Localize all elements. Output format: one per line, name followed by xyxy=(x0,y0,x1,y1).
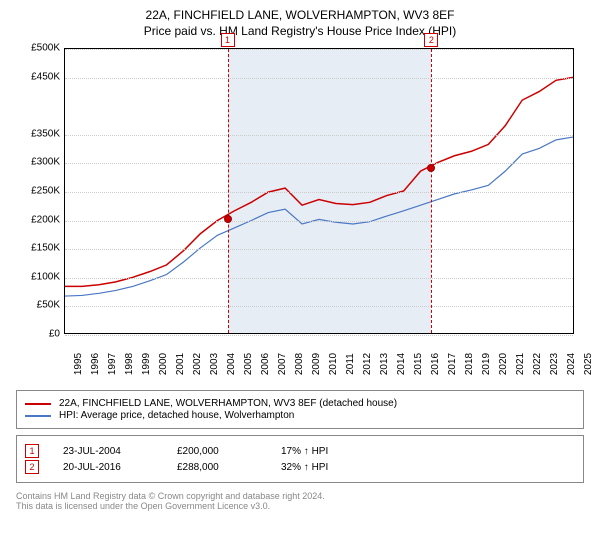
y-tick-label: £200K xyxy=(16,214,60,225)
events-table: 1 23-JUL-2004 £200,000 17% ↑ HPI 2 20-JUL-201… xyxy=(16,435,584,483)
event-row-date: 20-JUL-2016 xyxy=(63,462,153,473)
event-index-box: 1 xyxy=(221,33,235,47)
event-marker-dot xyxy=(224,215,232,223)
footer-line2: This data is licensed under the Open Gov… xyxy=(16,501,584,511)
series-hpi xyxy=(65,137,573,296)
series-svg xyxy=(65,49,573,333)
event-index-box: 2 xyxy=(424,33,438,47)
series-property xyxy=(65,77,573,286)
chart-area: 12 £0 £50K £100K £150K £200K £250K £300K £350K £… xyxy=(16,44,584,384)
event-row-index: 1 xyxy=(25,444,39,458)
event-row: 1 23-JUL-2004 £200,000 17% ↑ HPI xyxy=(25,444,575,458)
chart-title-address: 22A, FINCHFIELD LANE, WOLVERHAMPTON, WV3… xyxy=(16,8,584,22)
y-tick-label: £450K xyxy=(16,71,60,82)
legend-row: HPI: Average price, detached house, Wolv… xyxy=(25,410,575,421)
event-row-pct: 32% ↑ HPI xyxy=(281,462,371,473)
event-marker-dot xyxy=(427,164,435,172)
legend: 22A, FINCHFIELD LANE, WOLVERHAMPTON, WV3… xyxy=(16,390,584,429)
y-tick-label: £50K xyxy=(16,300,60,311)
legend-label: 22A, FINCHFIELD LANE, WOLVERHAMPTON, WV3… xyxy=(59,398,397,409)
y-tick-label: £150K xyxy=(16,243,60,254)
y-tick-label: £350K xyxy=(16,128,60,139)
legend-row: 22A, FINCHFIELD LANE, WOLVERHAMPTON, WV3… xyxy=(25,398,575,409)
y-tick-label: £500K xyxy=(16,43,60,54)
event-line xyxy=(431,49,432,333)
legend-label: HPI: Average price, detached house, Wolv… xyxy=(59,410,294,421)
plot-region: 12 xyxy=(64,48,574,334)
event-row: 2 20-JUL-2016 £288,000 32% ↑ HPI xyxy=(25,460,575,474)
chart-title-sub: Price paid vs. HM Land Registry's House … xyxy=(16,24,584,38)
event-row-price: £200,000 xyxy=(177,446,257,457)
event-row-price: £288,000 xyxy=(177,462,257,473)
event-row-index: 2 xyxy=(25,460,39,474)
event-row-pct: 17% ↑ HPI xyxy=(281,446,371,457)
footer-credits: Contains HM Land Registry data © Crown c… xyxy=(16,491,584,511)
y-tick-label: £100K xyxy=(16,271,60,282)
legend-swatch xyxy=(25,415,51,417)
x-tick-label: 2025 xyxy=(554,353,594,375)
y-tick-label: £250K xyxy=(16,186,60,197)
event-line xyxy=(228,49,229,333)
y-tick-label: £300K xyxy=(16,157,60,168)
footer-line1: Contains HM Land Registry data © Crown c… xyxy=(16,491,584,501)
y-tick-label: £0 xyxy=(16,329,60,340)
chart-title-block: 22A, FINCHFIELD LANE, WOLVERHAMPTON, WV3… xyxy=(16,8,584,38)
legend-swatch xyxy=(25,403,51,405)
event-row-date: 23-JUL-2004 xyxy=(63,446,153,457)
